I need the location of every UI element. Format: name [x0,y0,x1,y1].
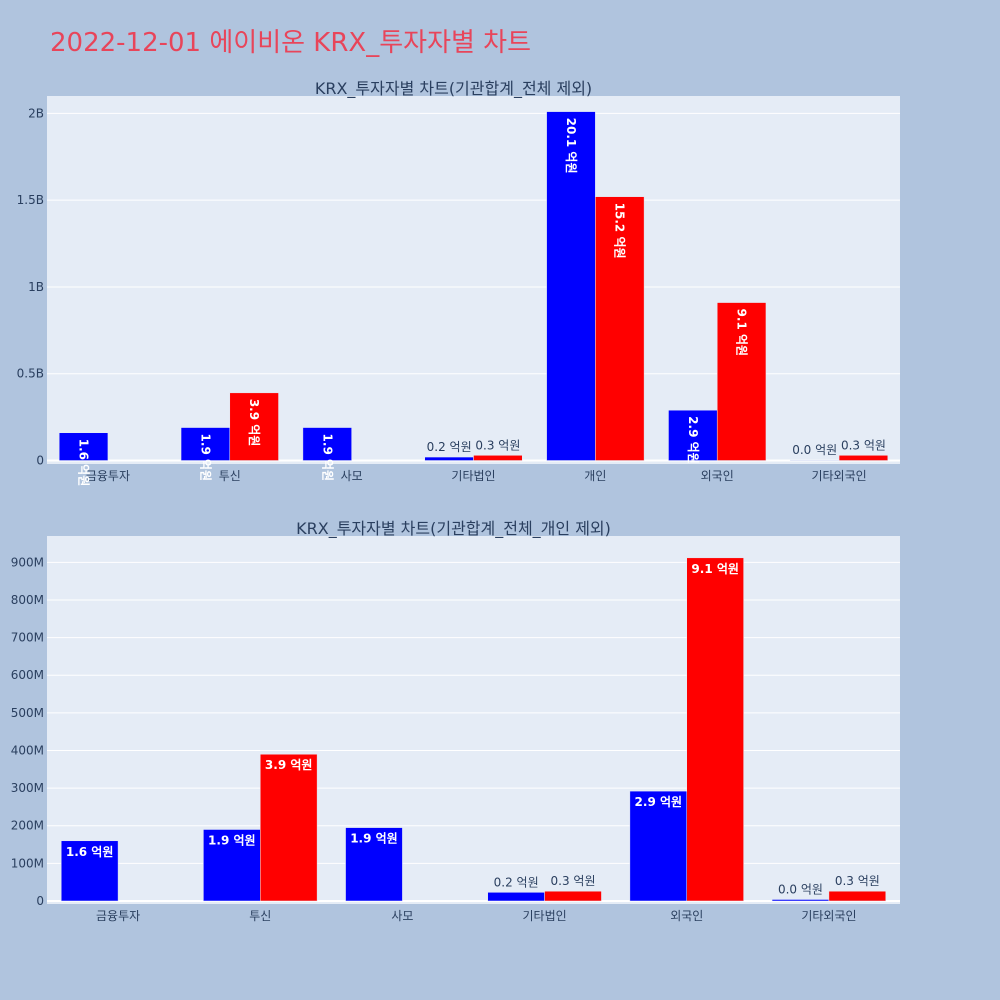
chart-title: KRX_투자자별 차트(기관합계_전체 제외) [315,79,592,99]
buy-bar [771,899,830,902]
data-label: 0.3 억원 [835,874,880,888]
y-tick-label: 0 [36,894,44,908]
data-label: 9.1 억원 [691,562,739,576]
x-tick-label: 사모 [341,469,363,483]
sell-bar [686,557,744,902]
buy-bar [203,829,261,902]
data-label: 2.9 억원 [686,416,700,464]
x-tick-label: 금융투자 [86,469,130,483]
x-tick-label: 외국인 [670,909,703,923]
chart-title: KRX_투자자별 차트(기관합계_전체_개인 제외) [296,519,611,539]
x-tick-label: 투신 [249,909,271,923]
data-label: 1.6 억원 [66,845,114,859]
buy-bar [345,827,403,902]
x-tick-label: 기타외국인 [811,469,866,483]
buy-bar [790,459,840,461]
sell-bar [260,753,318,902]
y-tick-label: 900M [11,555,44,569]
y-tick-label: 100M [11,856,44,870]
data-label: 0.0 억원 [792,443,837,457]
y-tick-label: 600M [11,668,44,682]
sell-bar [473,455,523,461]
y-tick-label: 0 [36,454,44,468]
buy-bar [629,790,688,902]
x-tick-label: 개인 [584,469,606,483]
x-tick-label: 기타외국인 [801,909,856,923]
y-tick-label: 1B [28,280,44,294]
y-tick-label: 1.5B [17,193,44,207]
chart-1: 0 0.5B 1B 1.5B 2B KRX_투자자별 차트(기관합계_전체 제외) 금융투자… [17,79,900,486]
sell-bar [229,392,279,461]
y-tick-label: 500M [11,706,44,720]
data-label: 1.9 억원 [198,434,212,482]
data-label: 0.3 억원 [475,438,520,452]
data-label: 15.2 억원 [613,203,627,259]
buy-bar [58,432,109,461]
data-label: 0.3 억원 [551,874,596,888]
y-tick-label: 800M [11,593,44,607]
plot-area [47,96,900,464]
y-tick-label: 300M [11,781,44,795]
sell-bar [716,302,767,461]
page-title: 2022-12-01 에이비온 KRX_투자자별 차트 [50,28,532,58]
buy-bar [302,427,352,461]
data-label: 1.9 억원 [208,833,256,847]
y-tick-label: 400M [11,743,44,757]
x-tick-label: 외국인 [701,469,734,483]
buy-bar [424,456,474,461]
data-label: 1.9 억원 [320,434,334,482]
data-label: 1.6 억원 [77,439,91,487]
buy-bar [180,427,231,461]
sell-bar [544,890,602,902]
y-tick-label: 0.5B [17,367,44,381]
sell-bar [595,196,645,461]
buy-bar [668,409,718,461]
x-tick-label: 투신 [219,469,241,483]
x-tick-label: 기타법인 [522,909,566,923]
x-tick-label: 기타법인 [451,469,495,483]
y-tick-label: 200M [11,819,44,833]
data-label: 0.2 억원 [494,875,539,889]
data-label: 9.1 억원 [735,309,749,357]
y-tick-label: 700M [11,631,44,645]
data-label: 20.1 억원 [564,118,578,174]
data-label: 1.9 억원 [350,832,398,846]
chart-2: 0 100M 200M 300M 400M 500M 600M 700M 800M 900M KRX… [11,519,900,923]
data-label: 2.9 억원 [635,795,683,809]
x-tick-label: 사모 [391,909,413,923]
data-label: 0.3 억원 [841,438,886,452]
data-label: 0.0 억원 [778,882,823,896]
x-tick-label: 금융투자 [96,909,140,923]
data-label: 3.9 억원 [247,399,261,447]
buy-bar [487,892,545,902]
data-label: 3.9 억원 [265,758,313,772]
y-tick-label: 2B [28,106,44,120]
plot-area [47,536,900,904]
buy-bar [60,840,119,902]
data-label: 0.2 억원 [427,440,472,454]
sell-bar [838,455,889,461]
sell-bar [828,890,887,902]
